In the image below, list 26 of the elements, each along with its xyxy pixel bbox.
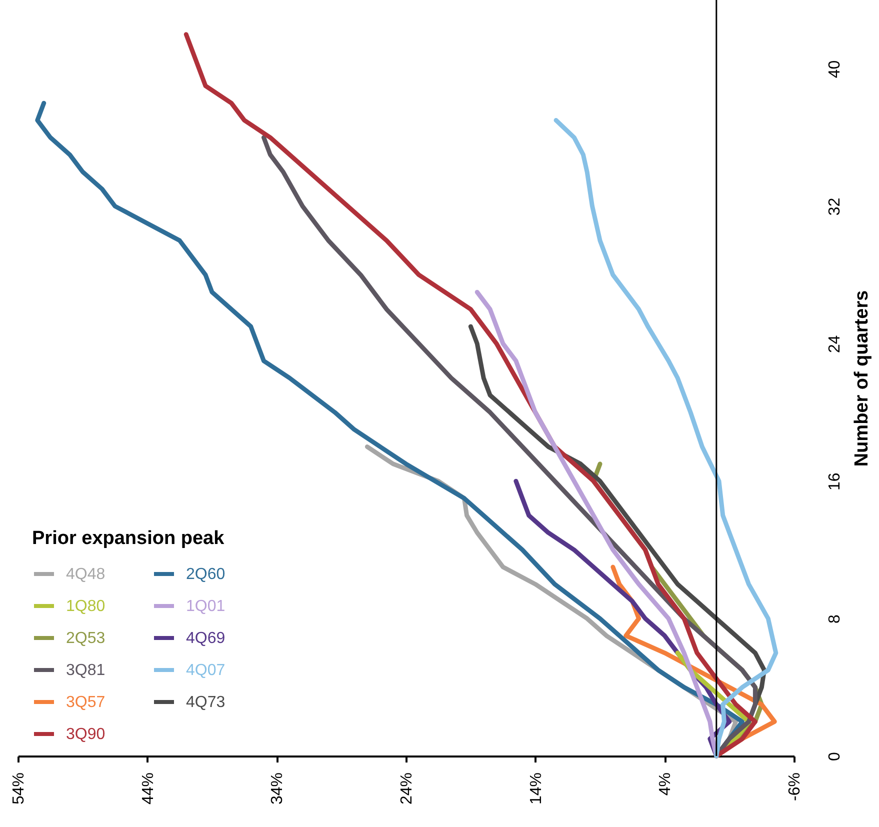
- legend-label: 2Q53: [66, 630, 106, 647]
- y-tick-label: 24: [826, 335, 844, 354]
- legend-label: 4Q48: [66, 566, 106, 583]
- legend-label: 1Q80: [66, 598, 106, 615]
- x-tick-label: 24%: [398, 772, 416, 805]
- y-tick-label: 0: [826, 752, 844, 761]
- legend-label: 4Q73: [186, 694, 226, 711]
- x-tick-label: -6%: [786, 772, 804, 801]
- legend-label: 3Q57: [66, 694, 106, 711]
- legend-label: 3Q81: [66, 662, 106, 679]
- legend-title: Prior expansion peak: [32, 528, 225, 549]
- x-tick-label: 4%: [657, 772, 674, 796]
- y-axis-title: Number of quarters: [852, 290, 872, 467]
- y-tick-label: 40: [826, 60, 844, 78]
- y-tick-label: 32: [826, 198, 844, 216]
- legend-label: 4Q69: [186, 630, 226, 647]
- y-tick-label: 8: [826, 614, 844, 624]
- legend-label: 1Q01: [186, 598, 226, 615]
- legend-label: 4Q07: [186, 662, 226, 679]
- x-tick-label: 44%: [140, 772, 157, 805]
- x-tick-label: 14%: [528, 772, 545, 805]
- x-tick-label: 34%: [269, 772, 286, 805]
- legend-label: 3Q90: [66, 726, 106, 743]
- x-tick-label: 54%: [10, 772, 28, 805]
- legend-label: 2Q60: [186, 566, 226, 583]
- y-tick-label: 16: [826, 472, 844, 490]
